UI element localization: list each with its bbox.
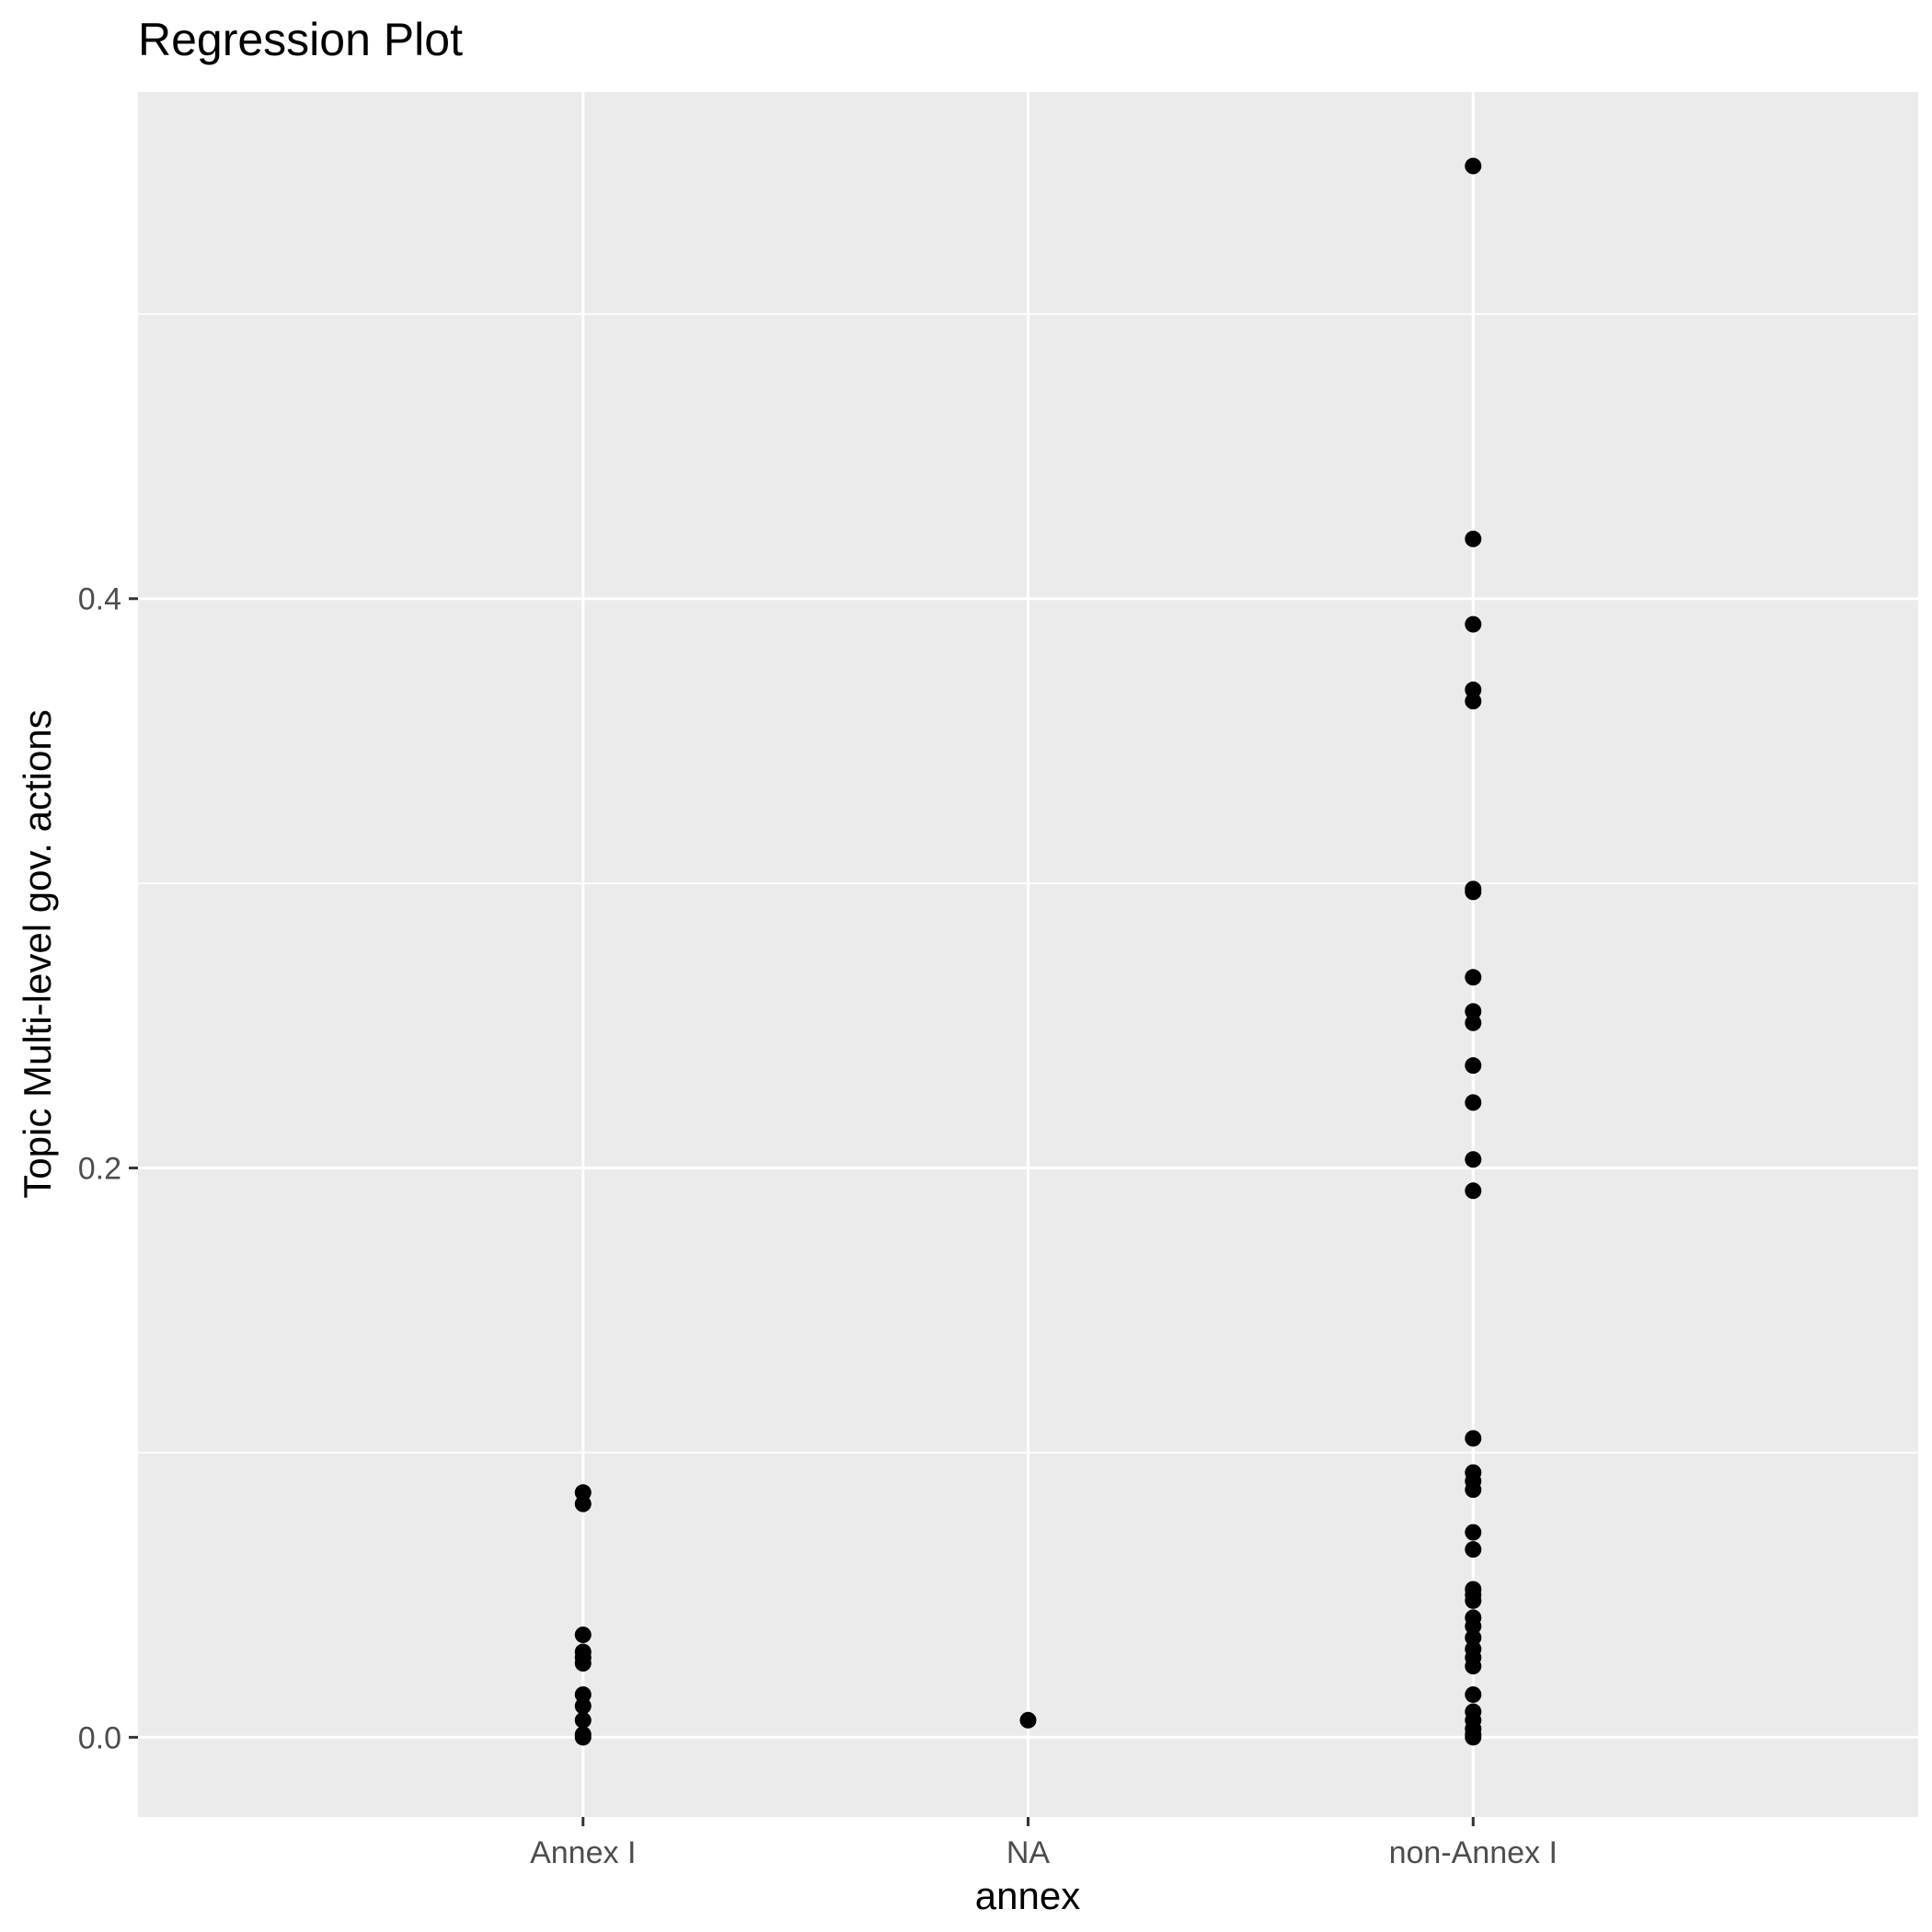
data-point bbox=[1465, 1182, 1482, 1200]
x-axis: Annex I NA non-Annex I bbox=[530, 1817, 1558, 1870]
data-point bbox=[1465, 681, 1482, 698]
data-point bbox=[1465, 1057, 1482, 1075]
data-point bbox=[1465, 693, 1482, 710]
data-point bbox=[574, 1685, 592, 1703]
x-tick-label: Annex I bbox=[530, 1835, 636, 1870]
data-point bbox=[1465, 1729, 1482, 1746]
y-tick-label: 0.2 bbox=[78, 1152, 121, 1187]
data-point bbox=[1465, 1094, 1482, 1111]
data-point bbox=[574, 1654, 592, 1672]
y-tick-label: 0.0 bbox=[78, 1720, 121, 1755]
y-axis: 0.0 0.2 0.4 bbox=[78, 582, 138, 1755]
data-points bbox=[574, 157, 1482, 1746]
data-point bbox=[1465, 530, 1482, 547]
x-axis-title: annex bbox=[975, 1874, 1080, 1917]
data-point bbox=[574, 1495, 592, 1512]
data-point bbox=[1465, 1481, 1482, 1499]
data-point bbox=[1465, 1617, 1482, 1635]
x-tick-label: NA bbox=[1006, 1835, 1051, 1870]
chart-title: Regression Plot bbox=[138, 14, 463, 65]
data-point bbox=[574, 1484, 592, 1501]
data-point bbox=[1465, 1524, 1482, 1541]
data-point bbox=[1465, 883, 1482, 901]
data-point bbox=[1465, 1658, 1482, 1675]
data-point bbox=[574, 1626, 592, 1643]
data-point bbox=[1465, 1685, 1482, 1703]
data-point bbox=[1465, 1541, 1482, 1558]
y-tick-label: 0.4 bbox=[78, 582, 121, 617]
x-tick-label: non-Annex I bbox=[1389, 1835, 1558, 1870]
data-point bbox=[1465, 969, 1482, 986]
data-point bbox=[1019, 1711, 1037, 1729]
data-point bbox=[1465, 1014, 1482, 1031]
data-point bbox=[1465, 1151, 1482, 1168]
grid-lines bbox=[138, 92, 1918, 1817]
data-point bbox=[1465, 615, 1482, 633]
data-point bbox=[574, 1697, 592, 1715]
data-point bbox=[1465, 1430, 1482, 1447]
data-point bbox=[574, 1711, 592, 1729]
y-axis-title: Topic Multi-level gov. actions bbox=[16, 709, 59, 1198]
data-point bbox=[1465, 157, 1482, 175]
data-point bbox=[1465, 1003, 1482, 1020]
data-point bbox=[574, 1729, 592, 1746]
data-point bbox=[1465, 1592, 1482, 1609]
data-point bbox=[1465, 1629, 1482, 1647]
